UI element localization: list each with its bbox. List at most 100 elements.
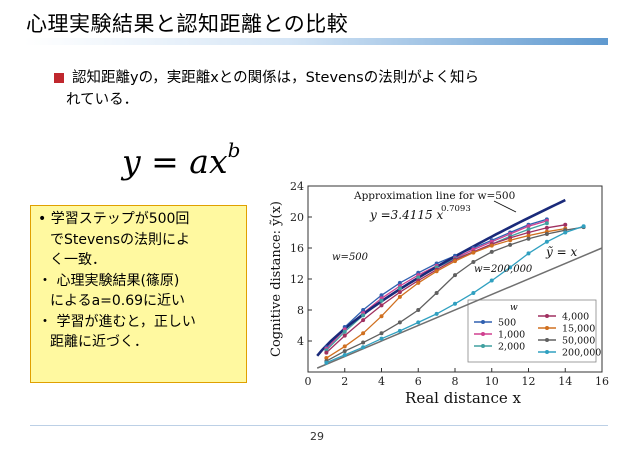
data-point bbox=[397, 328, 402, 333]
legend-marker bbox=[481, 320, 485, 324]
data-point bbox=[453, 273, 457, 278]
legend-box bbox=[467, 299, 597, 363]
data-point bbox=[563, 222, 568, 227]
bullet-text-line-1: 認知距離yの，実距離xとの関係は，Stevensの法則がよく知ら bbox=[72, 70, 479, 86]
data-point bbox=[544, 225, 549, 230]
data-point bbox=[416, 275, 421, 280]
data-point bbox=[397, 280, 402, 285]
data-point bbox=[471, 250, 476, 255]
y-tick-label: 16 bbox=[290, 242, 304, 255]
data-point bbox=[526, 230, 531, 235]
data-point bbox=[508, 242, 513, 247]
approximation-exponent: 0.7093 bbox=[441, 204, 471, 214]
w500-label: w=500 bbox=[332, 252, 369, 263]
x-tick-label: 16 bbox=[595, 375, 609, 388]
bullet-square-icon bbox=[54, 73, 64, 83]
data-point bbox=[361, 318, 366, 323]
data-point bbox=[416, 308, 421, 312]
note-box: • 学習ステップが500回 でStevensの法則によ く一致． ・ 心理実験結… bbox=[30, 205, 247, 383]
formula-exponent: b bbox=[227, 138, 241, 162]
data-point bbox=[397, 294, 402, 299]
data-point bbox=[397, 286, 402, 291]
data-point bbox=[416, 280, 421, 285]
data-point bbox=[508, 265, 513, 270]
formula-base: y = ax bbox=[122, 142, 228, 181]
data-point bbox=[324, 360, 329, 365]
approximation-curve bbox=[316, 198, 566, 357]
data-point bbox=[508, 238, 513, 243]
data-point bbox=[526, 251, 531, 256]
x-tick-label: 14 bbox=[558, 375, 572, 388]
legend-marker bbox=[545, 326, 549, 330]
legend-marker bbox=[545, 350, 549, 354]
w200000-label: w=200,000 bbox=[474, 264, 533, 275]
x-tick-label: 6 bbox=[415, 375, 422, 388]
data-point bbox=[379, 336, 384, 341]
approximation-label: Approximation line for w=500 bbox=[353, 190, 515, 202]
data-point bbox=[361, 345, 366, 350]
data-point bbox=[544, 239, 549, 244]
legend-marker bbox=[481, 344, 485, 348]
data-point bbox=[453, 301, 457, 306]
series-line bbox=[326, 227, 566, 359]
x-tick-label: 0 bbox=[305, 375, 312, 388]
note-line-5: によるa=0.69に近い bbox=[50, 293, 186, 309]
legend-label: 1,000 bbox=[498, 330, 525, 341]
y-tick-label: 12 bbox=[290, 273, 304, 286]
y-tick-label: 8 bbox=[297, 304, 304, 317]
x-tick-label: 4 bbox=[378, 375, 385, 388]
data-point bbox=[453, 259, 457, 264]
stevens-formula: y = axb bbox=[122, 138, 240, 181]
data-point bbox=[342, 352, 347, 357]
data-point bbox=[416, 320, 421, 325]
data-point bbox=[379, 293, 384, 298]
legend-label: 500 bbox=[498, 318, 516, 329]
data-point bbox=[489, 243, 494, 248]
data-point bbox=[361, 308, 366, 312]
note-line-6: ・ 学習が進むと，正しい bbox=[38, 313, 196, 330]
data-point bbox=[581, 224, 586, 229]
data-point bbox=[342, 329, 347, 334]
x-tick-label: 2 bbox=[341, 375, 348, 388]
bullet-text-line-2: れている． bbox=[66, 92, 139, 108]
note-line-7: 距離に近づく． bbox=[50, 334, 148, 350]
data-point bbox=[379, 314, 384, 319]
note-line-4: ・ 心理実験結果(篠原) bbox=[38, 272, 180, 289]
data-point bbox=[471, 259, 476, 264]
legend-title: w bbox=[510, 303, 518, 313]
data-point bbox=[397, 320, 402, 325]
legend-label: 2,000 bbox=[498, 342, 525, 353]
data-point bbox=[379, 298, 384, 303]
series-line bbox=[325, 224, 566, 354]
data-point bbox=[324, 356, 329, 361]
data-point bbox=[379, 303, 384, 308]
data-point bbox=[526, 227, 531, 232]
data-point bbox=[526, 224, 531, 229]
data-point bbox=[526, 233, 531, 238]
y-tick-label: 4 bbox=[297, 335, 304, 348]
data-point bbox=[434, 311, 439, 316]
data-point bbox=[324, 350, 329, 355]
legend-marker bbox=[545, 338, 549, 342]
x-tick-label: 12 bbox=[522, 375, 536, 388]
legend-marker bbox=[481, 332, 485, 336]
data-point bbox=[397, 290, 402, 295]
slide-title: 心理実験結果と認知距離との比較 bbox=[26, 12, 349, 36]
data-point bbox=[434, 269, 439, 274]
data-point bbox=[342, 333, 347, 338]
data-point bbox=[471, 290, 476, 295]
identity-label: ỹ = x bbox=[545, 245, 577, 259]
legend-label: 50,000 bbox=[562, 336, 595, 347]
legend-label: 200,000 bbox=[562, 348, 601, 359]
page-number: 29 bbox=[310, 430, 324, 443]
note-line-2: でStevensの法則によ bbox=[50, 231, 191, 248]
x-axis-label: Real distance x bbox=[405, 389, 521, 407]
note-line-3: く一致． bbox=[50, 252, 106, 268]
approximation-equation: y =3.4115 x bbox=[369, 208, 443, 222]
y-tick-label: 24 bbox=[290, 180, 304, 193]
y-tick-label: 20 bbox=[290, 211, 304, 224]
legend-label: 15,000 bbox=[562, 324, 595, 335]
data-point bbox=[342, 349, 347, 354]
legend-marker bbox=[545, 314, 549, 318]
